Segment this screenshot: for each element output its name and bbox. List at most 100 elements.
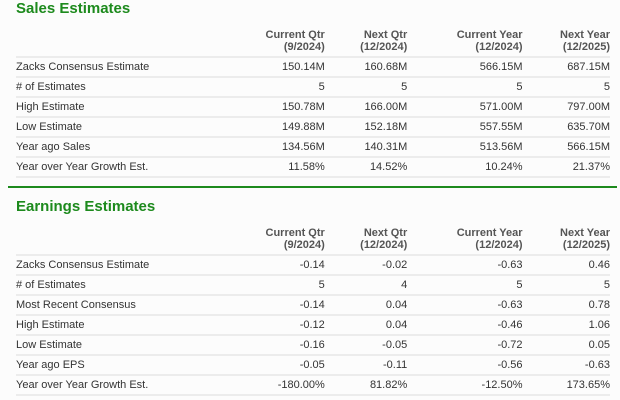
column-date: (12/2024) xyxy=(475,238,523,251)
sales-estimates-title: Sales Estimates xyxy=(16,0,131,17)
cell-value: 150.14M xyxy=(221,57,325,78)
cell-value: 0.04 xyxy=(324,315,408,336)
table-row: Year ago Sales 134.56M 140.31M 513.56M 566.1… xyxy=(16,137,610,158)
row-label: High Estimate xyxy=(16,315,221,336)
cell-value: 160.68M xyxy=(324,57,408,78)
column-period: Next Qtr xyxy=(363,29,408,41)
column-period: Current Qtr xyxy=(265,227,325,239)
column-period: Current Year xyxy=(456,227,523,239)
cell-value: 0.04 xyxy=(324,295,408,316)
cell-value: -0.72 xyxy=(407,335,523,356)
cell-value: 5 xyxy=(407,77,523,98)
cell-value: 5 xyxy=(221,275,325,296)
column-date: (12/2025) xyxy=(562,40,610,53)
cell-value: -0.11 xyxy=(324,355,408,376)
row-label: Zacks Consensus Estimate xyxy=(16,57,221,78)
cell-value: 14.52% xyxy=(324,157,408,178)
cell-value: 5 xyxy=(221,77,325,98)
table-row: # of Estimates 5 5 5 5 xyxy=(16,77,610,98)
cell-value: -0.46 xyxy=(407,315,523,336)
table-row: Year over Year Growth Est. -180.00% 81.82%… xyxy=(16,375,610,396)
row-label: Year over Year Growth Est. xyxy=(16,375,221,396)
cell-value: -12.50% xyxy=(407,375,523,396)
cell-value: -0.14 xyxy=(221,255,325,276)
earnings-estimates-table: Current Qtr (9/2024) Next Qtr (12/2024) Curr… xyxy=(16,226,610,396)
row-label: Year ago EPS xyxy=(16,355,221,376)
cell-value: -0.16 xyxy=(221,335,325,356)
cell-value: 4 xyxy=(324,275,408,296)
cell-value: 0.46 xyxy=(522,255,610,276)
cell-value: -0.56 xyxy=(407,355,523,376)
table-row: Most Recent Consensus -0.14 0.04 -0.63 0.78 xyxy=(16,295,610,316)
cell-value: -0.05 xyxy=(324,335,408,356)
column-date: (12/2025) xyxy=(562,238,610,251)
cell-value: -0.12 xyxy=(221,315,325,336)
column-header: Next Year (12/2025) xyxy=(522,226,610,256)
cell-value: 566.15M xyxy=(407,57,523,78)
header-row: Current Qtr (9/2024) Next Qtr (12/2024) Curr… xyxy=(16,226,610,256)
column-header: Current Year (12/2024) xyxy=(407,226,523,256)
table-row: Zacks Consensus Estimate -0.14 -0.02 -0.63 0… xyxy=(16,255,610,276)
cell-value: 81.82% xyxy=(324,375,408,396)
cell-value: 21.37% xyxy=(522,157,610,178)
cell-value: 635.70M xyxy=(522,117,610,138)
section-divider xyxy=(8,186,617,188)
cell-value: 571.00M xyxy=(407,97,523,118)
cell-value: -0.63 xyxy=(407,295,523,316)
table-row: High Estimate -0.12 0.04 -0.46 1.06 xyxy=(16,315,610,336)
cell-value: 0.78 xyxy=(522,295,610,316)
column-period: Next Year xyxy=(560,227,610,239)
cell-value: 5 xyxy=(522,77,610,98)
column-period: Next Qtr xyxy=(363,227,408,239)
column-header: Current Qtr (9/2024) xyxy=(221,28,325,58)
table-row: Year ago EPS -0.05 -0.11 -0.56 -0.63 xyxy=(16,355,610,376)
row-label: Most Recent Consensus xyxy=(16,295,221,316)
column-date: (12/2024) xyxy=(360,40,408,53)
cell-value: 797.00M xyxy=(522,97,610,118)
column-header: Current Qtr (9/2024) xyxy=(221,226,325,256)
cell-value: 166.00M xyxy=(324,97,408,118)
column-period: Current Qtr xyxy=(265,29,325,41)
header-row: Current Qtr (9/2024) Next Qtr (12/2024) Curr… xyxy=(16,28,610,58)
cell-value: 10.24% xyxy=(407,157,523,178)
cell-value: -0.63 xyxy=(407,255,523,276)
table-row: Low Estimate -0.16 -0.05 -0.72 0.05 xyxy=(16,335,610,356)
cell-value: 566.15M xyxy=(522,137,610,158)
cell-value: 1.06 xyxy=(522,315,610,336)
row-label: Low Estimate xyxy=(16,117,221,138)
cell-value: -180.00% xyxy=(221,375,325,396)
cell-value: 149.88M xyxy=(221,117,325,138)
table-row: High Estimate 150.78M 166.00M 571.00M 797.00… xyxy=(16,97,610,118)
cell-value: 5 xyxy=(407,275,523,296)
column-header: Current Year (12/2024) xyxy=(407,28,523,58)
table-row: # of Estimates 5 4 5 5 xyxy=(16,275,610,296)
row-label: Low Estimate xyxy=(16,335,221,356)
cell-value: 0.05 xyxy=(522,335,610,356)
column-period: Current Year xyxy=(456,29,523,41)
earnings-estimates-title: Earnings Estimates xyxy=(16,198,156,215)
cell-value: -0.14 xyxy=(221,295,325,316)
column-header: Next Qtr (12/2024) xyxy=(324,226,408,256)
cell-value: 5 xyxy=(522,275,610,296)
cell-value: 5 xyxy=(324,77,408,98)
table-row: Low Estimate 149.88M 152.18M 557.55M 635.70M xyxy=(16,117,610,138)
column-period: Next Year xyxy=(560,29,610,41)
cell-value: 173.65% xyxy=(522,375,610,396)
row-label: # of Estimates xyxy=(16,275,221,296)
cell-value: 557.55M xyxy=(407,117,523,138)
cell-value: 150.78M xyxy=(221,97,325,118)
cell-value: 513.56M xyxy=(407,137,523,158)
cell-value: -0.05 xyxy=(221,355,325,376)
cell-value: 152.18M xyxy=(324,117,408,138)
column-header: Next Qtr (12/2024) xyxy=(324,28,408,58)
table-row: Zacks Consensus Estimate 150.14M 160.68M 56… xyxy=(16,57,610,78)
cell-value: 11.58% xyxy=(221,157,325,178)
row-label: Zacks Consensus Estimate xyxy=(16,255,221,276)
sales-estimates-table: Current Qtr (9/2024) Next Qtr (12/2024) Curr… xyxy=(16,28,610,178)
column-date: (9/2024) xyxy=(283,40,325,53)
row-label: # of Estimates xyxy=(16,77,221,98)
cell-value: 140.31M xyxy=(324,137,408,158)
header-blank xyxy=(16,226,221,256)
table-row: Year over Year Growth Est. 11.58% 14.52% 10… xyxy=(16,157,610,178)
cell-value: -0.02 xyxy=(324,255,408,276)
